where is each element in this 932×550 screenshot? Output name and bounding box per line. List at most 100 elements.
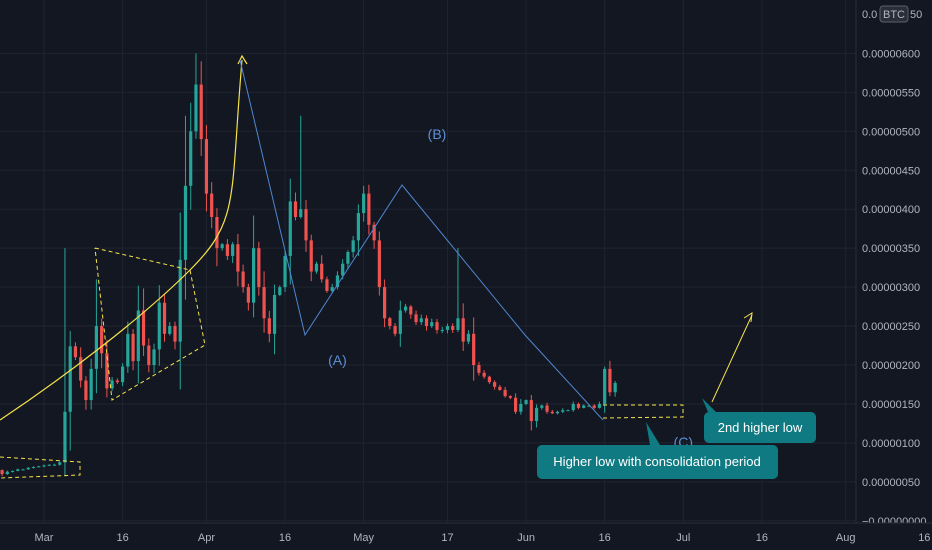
candle-body	[514, 397, 518, 412]
candle-body	[220, 244, 224, 249]
candle-body	[157, 302, 161, 350]
time-axis-bg	[0, 523, 932, 550]
candle-body	[540, 405, 544, 408]
candle-body	[204, 139, 209, 194]
candle-body	[414, 314, 418, 323]
candle-body	[508, 396, 512, 398]
candle-body	[189, 131, 193, 186]
parabolic-arrow-head	[237, 54, 248, 65]
candle-body	[597, 403, 602, 408]
callout-higher-low-box	[537, 445, 778, 479]
candle-body	[524, 400, 528, 404]
candle-body	[194, 84, 198, 132]
candle-body	[608, 368, 612, 393]
candle-body	[503, 389, 507, 397]
candle-body	[435, 322, 439, 330]
candle-body	[304, 209, 308, 241]
candle-body	[267, 318, 271, 334]
time-tick-label: Jun	[517, 532, 535, 544]
candle-body	[461, 318, 465, 342]
candle-body	[141, 310, 146, 346]
drawing-overlays	[0, 54, 753, 479]
time-tick-label: Jul	[676, 532, 690, 544]
candle-body	[613, 382, 617, 393]
candle-body	[31, 467, 36, 469]
candle-body	[5, 471, 9, 475]
candle-body	[325, 279, 329, 291]
candle-body	[430, 322, 434, 327]
candle-body	[451, 326, 455, 330]
candle-body	[529, 400, 533, 422]
base-channel	[0, 456, 81, 479]
candle-body	[320, 263, 324, 280]
candle-body	[110, 380, 114, 389]
candle-body	[555, 411, 560, 414]
candle-body	[84, 380, 88, 401]
unit-badge-box	[879, 5, 909, 23]
candle-body	[545, 405, 549, 412]
candle-body	[47, 464, 51, 466]
candle-body	[63, 411, 67, 463]
time-tick-label: 16	[279, 532, 291, 544]
candle-body	[131, 333, 135, 362]
projection-line	[711, 314, 753, 403]
price-tick-label: 0.00000550	[862, 87, 920, 99]
candle-body	[341, 263, 345, 276]
time-axis[interactable]: Mar 16 Apr 16 May 17 Jun 16 Jul 16 Aug 16	[0, 522, 932, 550]
candle-body	[466, 333, 471, 342]
candle-body	[257, 248, 261, 288]
candle-body	[409, 306, 413, 315]
candle-body	[37, 466, 41, 468]
candle-body	[105, 353, 109, 389]
candle-body	[126, 333, 130, 367]
price-tick-label: 0.00000200	[862, 360, 920, 372]
candle-body	[314, 263, 319, 272]
price-tick-label: 0.00000350	[862, 243, 920, 255]
candle-body	[456, 318, 460, 330]
candle-body	[592, 405, 596, 408]
candle-body	[571, 403, 575, 411]
candle-body	[403, 306, 408, 311]
candle-body	[330, 287, 334, 291]
candle-body	[147, 345, 151, 365]
candle-body	[299, 209, 303, 217]
candle-body	[26, 467, 30, 470]
candle-body	[162, 302, 167, 334]
candle-body	[79, 357, 83, 381]
candle-body	[362, 193, 366, 214]
candle-body	[419, 318, 423, 323]
candle-body	[482, 372, 486, 377]
candle-body	[115, 380, 119, 383]
candle-body	[603, 368, 607, 404]
time-tick-label: May	[353, 532, 374, 544]
price-axis[interactable]: 0.00000600 0.00000550 0.00000500 0.00000450…	[855, 0, 932, 550]
candle-body	[398, 310, 402, 334]
time-tick-label: Apr	[198, 532, 215, 544]
candle-body	[576, 403, 581, 408]
candle-body	[283, 255, 287, 288]
candle-body	[246, 287, 250, 303]
callout-pointer	[702, 398, 716, 412]
candle-body	[493, 382, 497, 387]
price-tick-label: 0.00000050	[862, 477, 920, 489]
candle-body	[388, 318, 392, 327]
candle-body	[587, 405, 591, 407]
candle-body	[52, 464, 57, 466]
candle-body	[372, 224, 376, 241]
consolidation-box	[602, 404, 684, 419]
parabolic-curve	[0, 59, 243, 421]
candle-body	[566, 410, 570, 412]
price-tick-label: 0.00000300	[862, 282, 920, 294]
price-tick-label: 0.00000500	[862, 126, 920, 138]
wave-label-1: (B)	[428, 126, 447, 142]
candle-body	[100, 326, 104, 354]
candle-body	[10, 470, 15, 472]
candle-body	[393, 326, 397, 334]
candle-body	[288, 201, 292, 256]
callout-higher-low: Higher low with consolidation period	[553, 454, 760, 469]
candle-body	[210, 193, 214, 217]
annotation-labels: (A)(B)(C)Higher low with consolidation p…	[328, 126, 816, 479]
candle-body	[58, 462, 62, 465]
callout-2nd-higher-low: 2nd higher low	[718, 420, 803, 435]
